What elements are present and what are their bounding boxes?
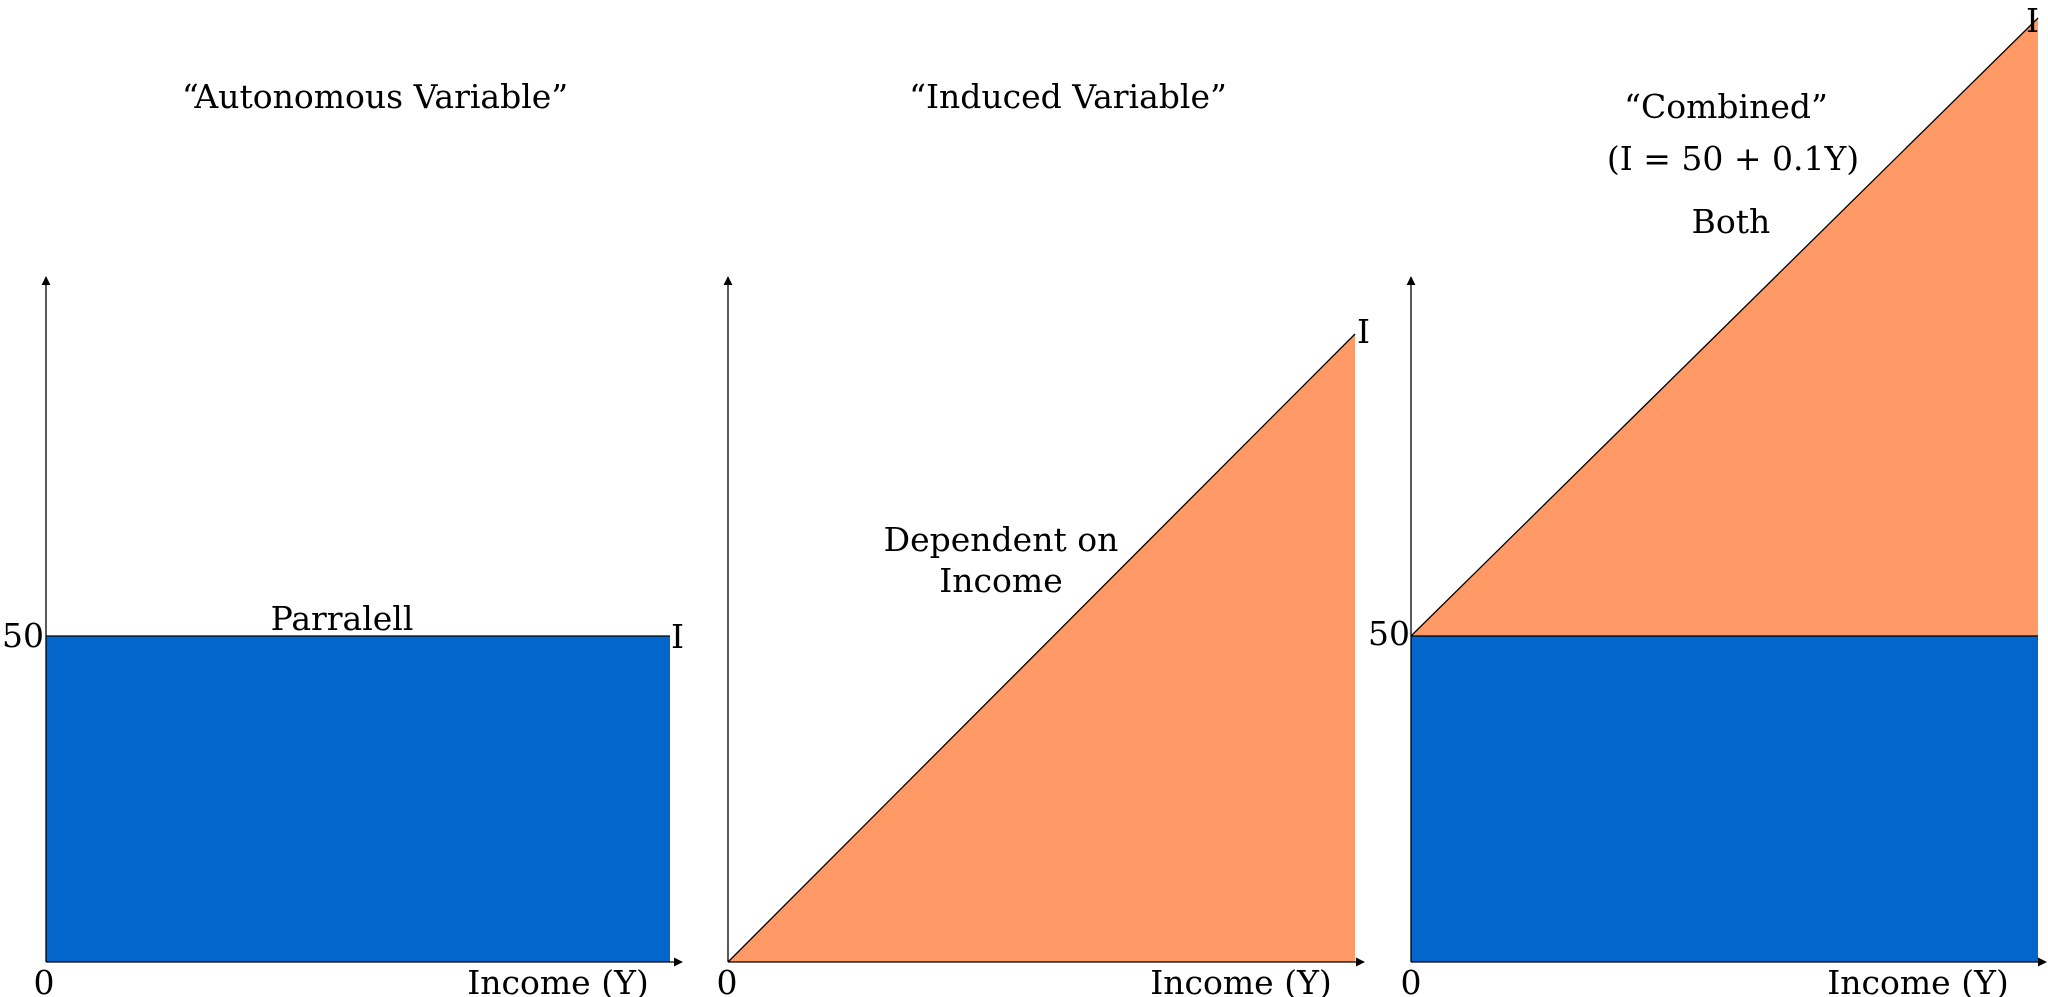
origin-label: 0 — [1401, 963, 1422, 997]
origin-label: 0 — [717, 963, 738, 997]
combined-investment-line — [1410, 17, 2039, 637]
annotation-label-line1: Dependent on — [884, 520, 1119, 559]
line-label: I — [2026, 1, 2039, 40]
x-axis-label: Income (Y) — [1827, 963, 2008, 997]
induced-panel: “Induced Variable” Dependent on Income I… — [717, 77, 1371, 997]
autonomous-panel: “Autonomous Variable” Parralell 50 I 0 I… — [2, 77, 684, 997]
panel-title: “Combined” — [1624, 87, 1828, 126]
annotation-label-line2: Income — [939, 561, 1062, 600]
equation-label: (I = 50 + 0.1Y) — [1607, 139, 1859, 178]
y-tick-label: 50 — [1368, 614, 1410, 653]
origin-label: 0 — [34, 963, 55, 997]
induced-investment-line — [727, 333, 1356, 963]
panel-title: “Autonomous Variable” — [182, 77, 568, 116]
combined-panel: “Combined” (I = 50 + 0.1Y) Both 50 I 0 I… — [1368, 1, 2047, 997]
autonomous-area — [46, 636, 670, 962]
x-axis-label: Income (Y) — [467, 963, 648, 997]
annotation-label: Parralell — [271, 599, 414, 638]
y-tick-label: 50 — [2, 616, 44, 655]
line-label: I — [671, 617, 684, 656]
x-axis-label: Income (Y) — [1150, 963, 1331, 997]
annotation-label: Both — [1692, 202, 1771, 241]
panel-title: “Induced Variable” — [909, 77, 1227, 116]
line-label: I — [1357, 312, 1370, 351]
autonomous-area — [1411, 636, 2038, 962]
